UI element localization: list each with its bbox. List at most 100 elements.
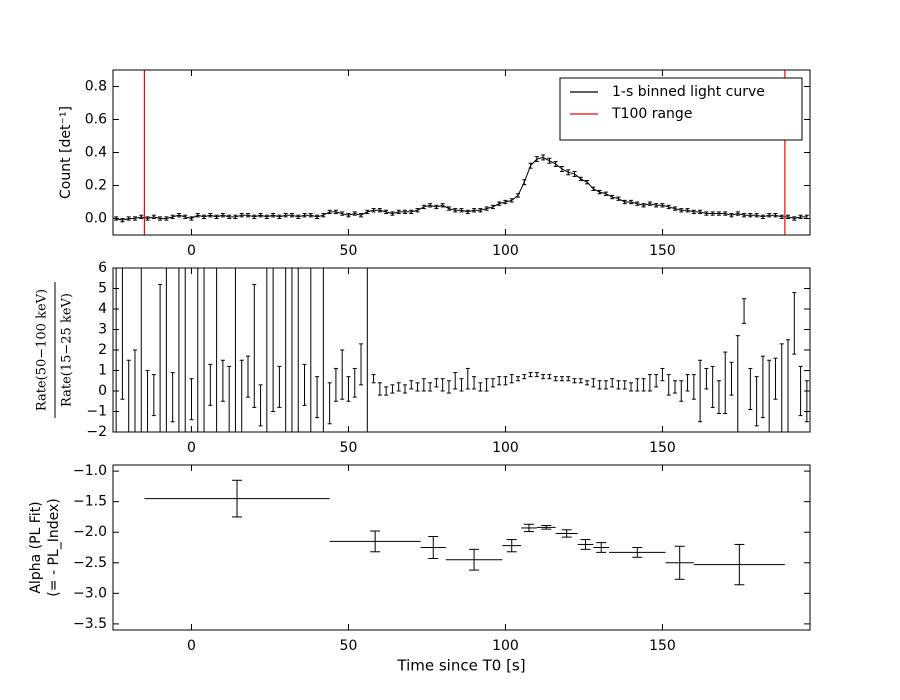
error-bar [220,359,225,402]
error-bar [377,208,382,213]
error-bar [333,367,338,402]
axes-frame [112,267,811,433]
error-bar [465,367,470,390]
error-bar [497,376,502,386]
error-bar [647,201,652,206]
y-tick-label: −1 [86,404,107,420]
error-bar [641,378,646,392]
error-bar [145,216,150,221]
error-bar [478,382,483,392]
error-bar [371,208,376,213]
error-bar [779,343,784,432]
x-tick-label: 150 [649,638,676,654]
error-bar [603,380,608,390]
error-bar [189,378,194,421]
y-tick-label: −2 [86,424,107,440]
error-bar [453,372,458,390]
error-bar [786,214,791,219]
error-bar [321,213,326,218]
error-bar [748,367,753,410]
error-bar [340,211,345,216]
error-bar [227,214,232,219]
error-bar [559,376,564,382]
error-bar [729,361,734,396]
error-bar [585,380,590,386]
error-bar [798,214,803,219]
error-bar [285,268,287,432]
error-bar [484,378,489,392]
error-bar [503,376,508,386]
x-tick-label: 100 [492,638,519,654]
error-bar [220,213,225,218]
error-bar [258,213,263,218]
error-bar [522,374,527,380]
y-tick-label: −1.5 [73,494,107,510]
error-bar [622,199,627,205]
error-bar [333,209,338,215]
error-bar [239,213,244,218]
error-bar [497,201,502,206]
error-bar [365,209,370,215]
error-bar [396,209,401,215]
error-bar [723,351,728,415]
error-bar [629,199,634,205]
error-bar [472,376,477,390]
error-bar [490,378,495,388]
y-axis-label: Count [det⁻¹] [58,106,74,199]
x-tick-label: 0 [187,638,196,654]
error-bar [585,180,590,185]
error-bar [572,378,577,384]
error-bar [597,380,602,390]
error-bar [654,203,659,208]
error-bar [346,376,351,402]
x-tick-label: 50 [340,243,358,259]
error-bar [710,211,715,216]
error-bar [115,268,117,432]
error-bar [440,203,445,208]
error-bar [735,335,740,432]
error-bar [610,378,615,388]
error-bar [629,382,634,392]
error-bar [679,380,684,402]
error-bar [239,359,244,432]
error-bar [390,211,395,216]
error-bar [176,213,181,218]
error-bar [310,268,312,432]
error-bar [704,367,709,390]
error-bar [603,191,608,196]
x-tick-label: 150 [649,440,676,456]
error-bar [465,209,470,215]
error-bar [384,209,389,215]
error-bar [704,211,709,216]
x-tick-label: 150 [649,243,676,259]
error-bar [233,214,238,219]
error-bar [132,216,137,221]
error-bar [214,214,219,219]
y-tick-label: 6 [98,260,107,276]
error-bar [271,213,276,218]
error-bar [559,166,564,172]
error-bar [126,359,131,432]
error-bar [591,378,596,388]
error-bar [421,378,426,392]
error-bar [685,208,690,213]
error-bar [610,194,615,200]
error-bar [528,162,533,169]
error-bar [340,349,345,400]
error-bar [472,208,477,213]
y-tick-label: 0.6 [85,112,107,128]
error-bar [120,268,125,400]
error-bar [302,213,307,218]
error-bar [446,206,451,211]
error-bar [264,214,269,219]
y-axis-label: (= - PL_Index) [46,498,62,596]
error-bar [773,213,778,218]
error-bar [660,367,665,382]
error-bar [271,268,276,412]
error-bar [760,214,765,219]
error-bar [698,359,703,423]
error-bar [516,193,521,198]
legend-label: T100 range [611,106,692,122]
error-bar [597,189,602,195]
error-bar [748,213,753,218]
